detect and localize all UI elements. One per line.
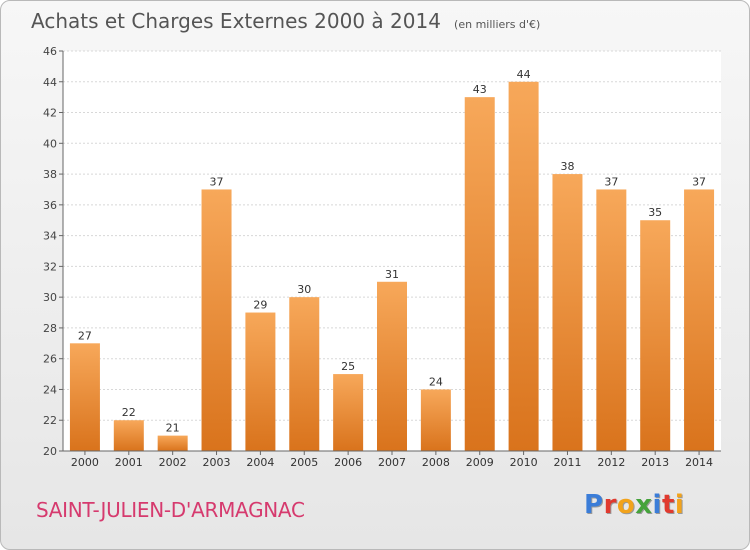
x-tick-label: 2012	[597, 456, 625, 469]
bar-value-label: 24	[429, 375, 443, 388]
bar	[333, 374, 364, 451]
bar	[552, 174, 583, 452]
x-tick-label: 2004	[246, 456, 274, 469]
x-tick-label: 2013	[641, 456, 669, 469]
bar-value-label: 21	[166, 422, 180, 435]
chart-title: Achats et Charges Externes 2000 à 2014	[31, 9, 441, 33]
bar-value-label: 37	[604, 175, 618, 188]
bar-value-label: 44	[517, 68, 531, 81]
logo-letter: i	[674, 490, 685, 520]
y-tick-label: 34	[43, 230, 57, 243]
bar	[508, 81, 539, 452]
bar	[113, 420, 144, 451]
y-tick-label: 26	[43, 353, 57, 366]
bar	[201, 189, 232, 451]
x-tick-label: 2000	[71, 456, 99, 469]
bar	[377, 281, 407, 451]
bar-value-label: 37	[692, 175, 706, 188]
x-tick-label: 2011	[553, 456, 581, 469]
logo-letter: x	[635, 490, 653, 520]
chart-title-block: Achats et Charges Externes 2000 à 2014 (…	[31, 9, 540, 33]
x-tick-label: 2003	[203, 456, 231, 469]
x-tick-label: 2005	[290, 456, 318, 469]
bar-value-label: 37	[210, 175, 224, 188]
y-tick-label: 22	[43, 414, 57, 427]
bar	[69, 343, 100, 451]
y-tick-label: 38	[43, 168, 57, 181]
logo-letter: o	[616, 490, 636, 520]
bar	[640, 220, 671, 451]
bar	[596, 189, 627, 451]
y-tick-label: 24	[43, 383, 57, 396]
bar-value-label: 22	[122, 406, 136, 419]
x-tick-label: 2014	[685, 456, 713, 469]
y-tick-label: 20	[43, 445, 57, 458]
bar	[684, 189, 715, 451]
x-tick-label: 2006	[334, 456, 362, 469]
bar	[289, 297, 320, 451]
bar-value-label: 35	[648, 206, 662, 219]
y-tick-label: 46	[43, 45, 57, 58]
chart-unit: (en milliers d'€)	[454, 18, 541, 31]
bar	[420, 389, 451, 451]
x-tick-label: 2001	[115, 456, 143, 469]
y-tick-label: 42	[43, 107, 57, 120]
x-tick-label: 2007	[378, 456, 406, 469]
bar	[464, 97, 495, 452]
x-tick-label: 2010	[510, 456, 538, 469]
bar-value-label: 25	[341, 360, 355, 373]
x-tick-label: 2002	[159, 456, 187, 469]
bar-value-label: 27	[78, 329, 92, 342]
proxiti-logo: Proxiti	[584, 490, 684, 520]
y-tick-label: 28	[43, 322, 57, 335]
y-tick-label: 44	[43, 76, 57, 89]
y-tick-label: 40	[43, 137, 57, 150]
logo-letter: i	[652, 490, 662, 520]
bar	[245, 312, 276, 451]
bar-value-label: 38	[560, 160, 574, 173]
y-tick-label: 30	[43, 291, 57, 304]
logo-letter: P	[584, 490, 604, 520]
bar	[157, 435, 188, 451]
logo-letter: r	[603, 490, 617, 520]
bar-value-label: 29	[253, 299, 267, 312]
bar-value-label: 43	[473, 83, 487, 96]
bar-value-label: 31	[385, 268, 399, 281]
x-tick-label: 2009	[466, 456, 494, 469]
bar-value-label: 30	[297, 283, 311, 296]
y-tick-label: 32	[43, 260, 57, 273]
x-tick-label: 2008	[422, 456, 450, 469]
logo-letter: t	[661, 490, 675, 520]
y-tick-label: 36	[43, 199, 57, 212]
commune-name: SAINT-JULIEN-D'ARMAGNAC	[36, 498, 305, 522]
